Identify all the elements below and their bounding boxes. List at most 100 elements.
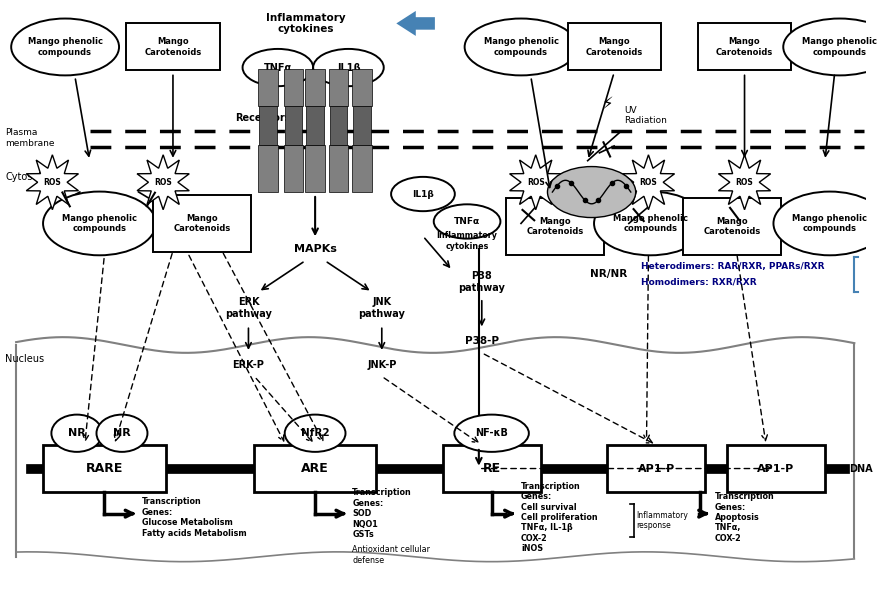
Text: JNK-P: JNK-P xyxy=(367,360,397,369)
Text: DNA: DNA xyxy=(849,464,873,474)
Text: Mango
Carotenoids: Mango Carotenoids xyxy=(174,214,231,233)
Text: ERK
pathway: ERK pathway xyxy=(225,297,272,319)
FancyBboxPatch shape xyxy=(284,68,303,106)
Text: ROS: ROS xyxy=(736,178,753,187)
FancyBboxPatch shape xyxy=(330,106,348,145)
Text: Mango
Carotenoids: Mango Carotenoids xyxy=(716,37,774,57)
Polygon shape xyxy=(623,155,675,209)
Text: NR: NR xyxy=(68,428,86,438)
Polygon shape xyxy=(137,155,190,209)
Text: Mango
Carotenoids: Mango Carotenoids xyxy=(527,217,584,236)
Polygon shape xyxy=(26,155,78,209)
Text: AP1-P: AP1-P xyxy=(758,464,795,474)
FancyBboxPatch shape xyxy=(285,106,303,145)
FancyBboxPatch shape xyxy=(698,24,791,70)
Text: Nucleus: Nucleus xyxy=(5,354,44,363)
Text: IL1β: IL1β xyxy=(337,63,360,73)
Text: ROS: ROS xyxy=(639,178,657,187)
Text: Plasma
membrane: Plasma membrane xyxy=(5,129,55,148)
FancyBboxPatch shape xyxy=(683,198,781,255)
Text: NfR2: NfR2 xyxy=(301,428,330,438)
Text: AP1-P: AP1-P xyxy=(638,464,675,474)
Ellipse shape xyxy=(243,49,313,86)
FancyBboxPatch shape xyxy=(353,68,372,106)
Text: Mango phenolic
compounds: Mango phenolic compounds xyxy=(802,37,877,57)
Text: Inflammatory
cytokines: Inflammatory cytokines xyxy=(265,12,345,34)
Text: RARE: RARE xyxy=(86,462,123,475)
FancyBboxPatch shape xyxy=(258,145,278,192)
FancyBboxPatch shape xyxy=(153,195,251,252)
Text: JNK
pathway: JNK pathway xyxy=(358,297,405,319)
Ellipse shape xyxy=(391,177,455,211)
Ellipse shape xyxy=(594,192,706,255)
Text: UV
Radiation: UV Radiation xyxy=(624,106,667,125)
FancyBboxPatch shape xyxy=(284,145,303,192)
Ellipse shape xyxy=(774,192,882,255)
Text: Transcription
Genes:
SOD
NQO1
GSTs: Transcription Genes: SOD NQO1 GSTs xyxy=(353,489,412,539)
FancyBboxPatch shape xyxy=(727,445,825,492)
Text: ⚡: ⚡ xyxy=(602,95,613,113)
FancyBboxPatch shape xyxy=(443,445,541,492)
Text: Transcription
Genes:
Apoptosis
TNFα,
COX-2: Transcription Genes: Apoptosis TNFα, COX… xyxy=(715,492,775,543)
Text: Inflammatory
response: Inflammatory response xyxy=(637,511,689,530)
FancyBboxPatch shape xyxy=(354,106,371,145)
Polygon shape xyxy=(719,155,771,209)
Ellipse shape xyxy=(11,18,119,76)
Ellipse shape xyxy=(43,192,156,255)
Ellipse shape xyxy=(285,415,346,452)
Text: Homodimers: RXR/RXR: Homodimers: RXR/RXR xyxy=(640,278,756,287)
FancyBboxPatch shape xyxy=(568,24,661,70)
Text: Receptors: Receptors xyxy=(235,113,290,123)
Text: Heterodimers: RAR/RXR, PPARs/RXR: Heterodimers: RAR/RXR, PPARs/RXR xyxy=(640,262,824,271)
Text: TNFα: TNFα xyxy=(454,217,480,226)
Text: MAPKs: MAPKs xyxy=(294,244,337,254)
Text: Mango phenolic
compounds: Mango phenolic compounds xyxy=(792,214,867,233)
Text: P38
pathway: P38 pathway xyxy=(459,271,505,293)
Polygon shape xyxy=(510,155,562,209)
Text: Mango phenolic
compounds: Mango phenolic compounds xyxy=(62,214,137,233)
Text: NF-κB: NF-κB xyxy=(475,428,508,438)
Text: Mango
Carotenoids: Mango Carotenoids xyxy=(145,37,202,57)
Text: ARE: ARE xyxy=(302,462,329,475)
Ellipse shape xyxy=(548,166,636,218)
Ellipse shape xyxy=(51,415,102,452)
FancyBboxPatch shape xyxy=(608,445,706,492)
Text: Transcription
Genes:
Cell survival
Cell proliferation
TNFα, IL-1β
COX-2
iNOS: Transcription Genes: Cell survival Cell … xyxy=(521,482,598,553)
Ellipse shape xyxy=(783,18,882,76)
Text: P38-P: P38-P xyxy=(465,336,499,346)
Text: Mango phenolic
compounds: Mango phenolic compounds xyxy=(27,37,102,57)
FancyBboxPatch shape xyxy=(329,68,348,106)
Ellipse shape xyxy=(434,204,500,238)
Text: Mango phenolic
compounds: Mango phenolic compounds xyxy=(483,37,558,57)
Text: Inflammatory
cytokines: Inflammatory cytokines xyxy=(437,231,497,251)
FancyBboxPatch shape xyxy=(259,106,277,145)
Text: ROS: ROS xyxy=(43,178,61,187)
Text: NR: NR xyxy=(113,428,131,438)
Ellipse shape xyxy=(313,49,384,86)
Text: Cytosol: Cytosol xyxy=(5,172,41,182)
FancyBboxPatch shape xyxy=(353,145,372,192)
Text: IL1β: IL1β xyxy=(412,189,434,198)
FancyBboxPatch shape xyxy=(305,145,325,192)
Text: Transcription
Genes:
Glucose Metabolism
Fatty acids Metabolism: Transcription Genes: Glucose Metabolism … xyxy=(142,497,246,537)
FancyArrowPatch shape xyxy=(396,11,435,36)
Text: Mango
Carotenoids: Mango Carotenoids xyxy=(586,37,643,57)
Text: Mango
Carotenoids: Mango Carotenoids xyxy=(703,217,760,236)
Text: RE: RE xyxy=(482,462,501,475)
FancyBboxPatch shape xyxy=(305,68,325,106)
Ellipse shape xyxy=(465,18,578,76)
FancyBboxPatch shape xyxy=(329,145,348,192)
FancyBboxPatch shape xyxy=(254,445,377,492)
FancyBboxPatch shape xyxy=(258,68,278,106)
FancyBboxPatch shape xyxy=(506,198,604,255)
Text: Antioxidant cellular
defense: Antioxidant cellular defense xyxy=(353,545,430,565)
Ellipse shape xyxy=(454,415,529,452)
Text: ROS: ROS xyxy=(154,178,172,187)
FancyBboxPatch shape xyxy=(43,445,166,492)
Ellipse shape xyxy=(96,415,147,452)
Text: NR/NR: NR/NR xyxy=(590,270,627,280)
FancyBboxPatch shape xyxy=(126,24,220,70)
Text: ROS: ROS xyxy=(527,178,544,187)
Text: TNFα: TNFα xyxy=(264,63,292,73)
Text: Mango phenolic
compounds: Mango phenolic compounds xyxy=(613,214,688,233)
